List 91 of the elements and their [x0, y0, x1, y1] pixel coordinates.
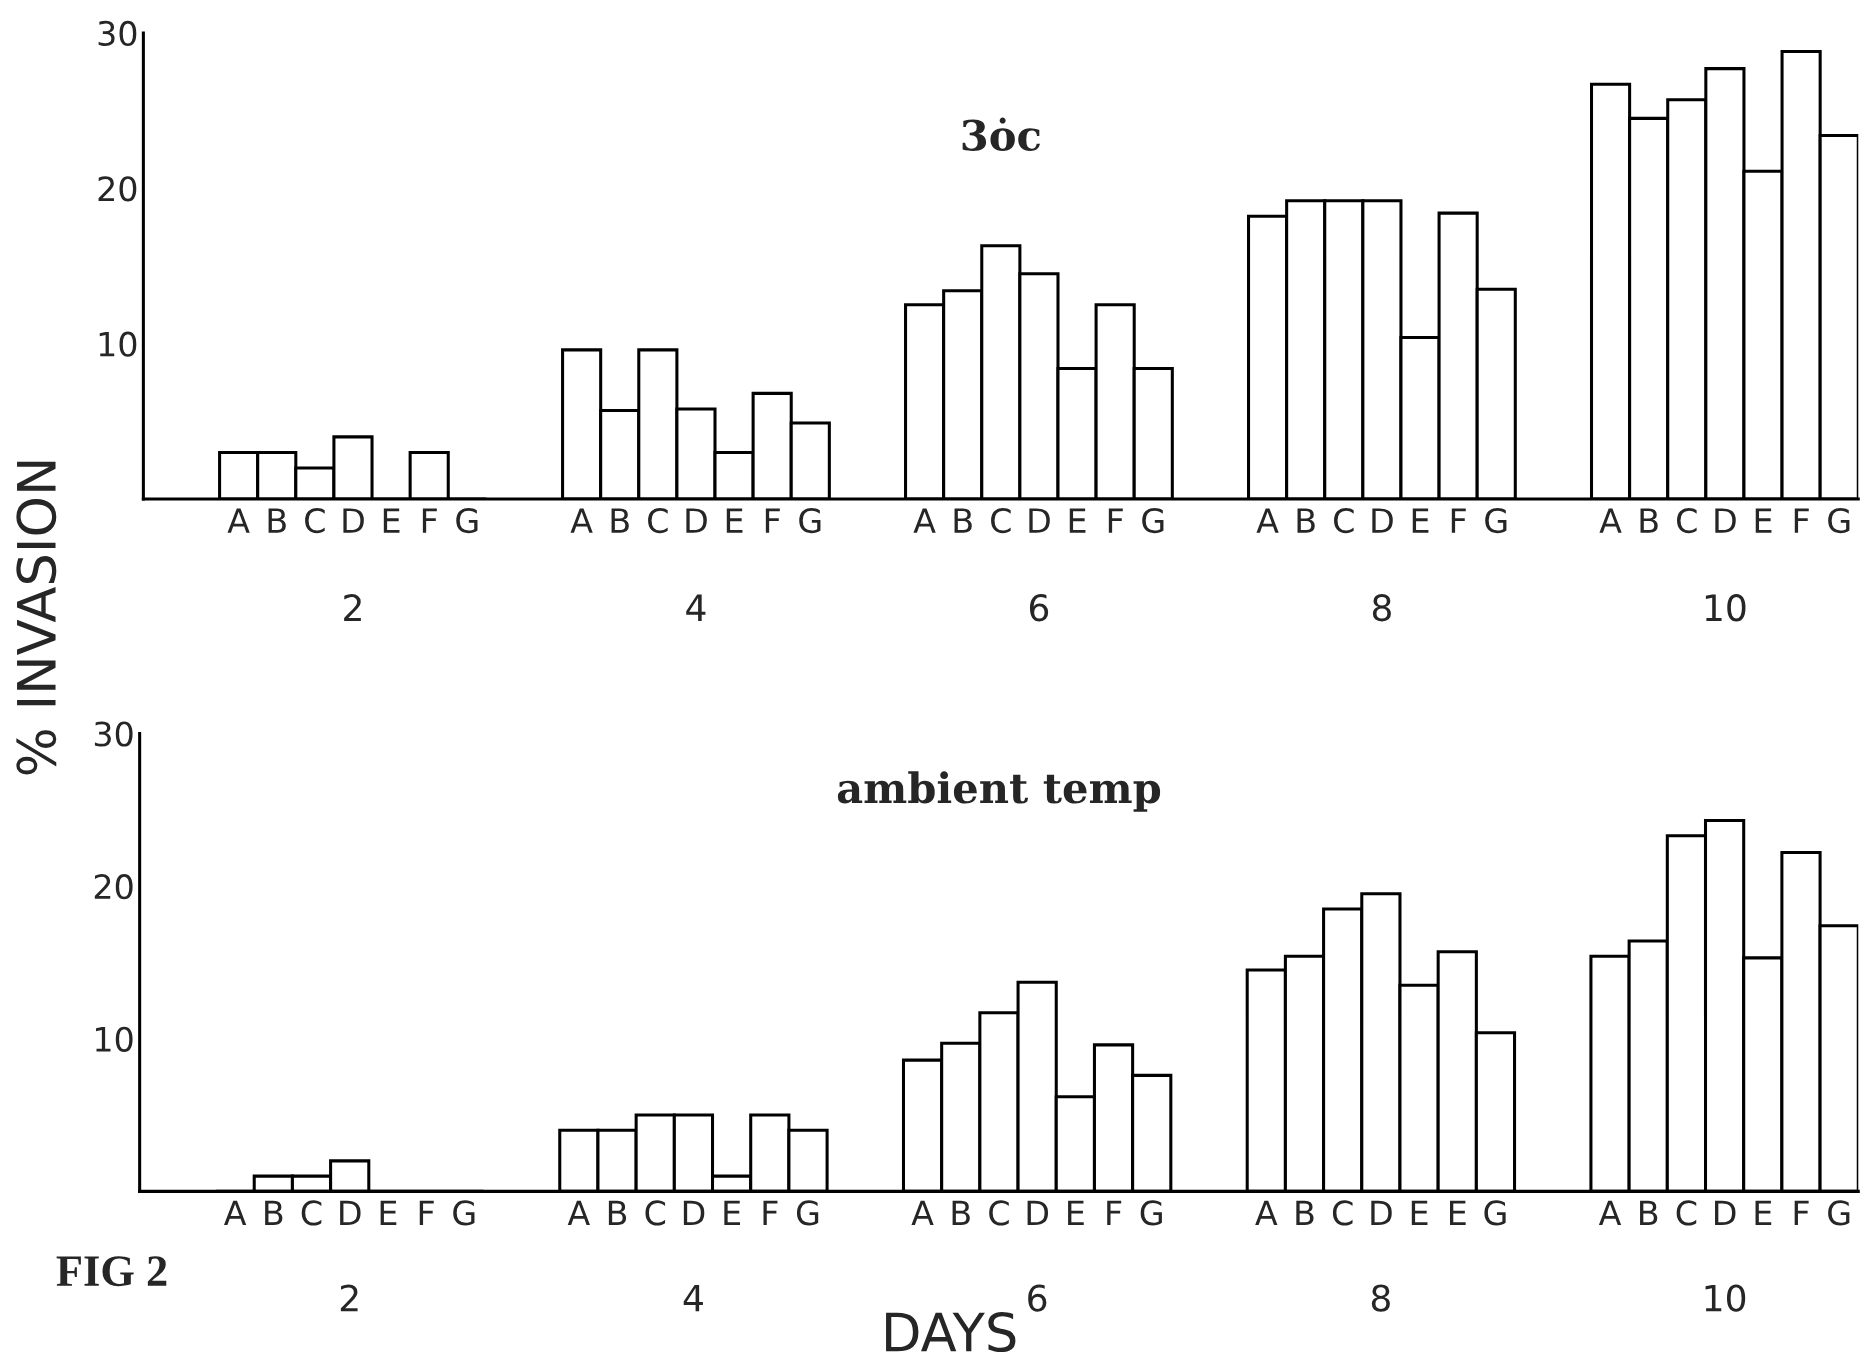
x-tick-label: G — [799, 507, 821, 534]
x-tick-label: D — [1715, 508, 1736, 533]
x-tick-label: E — [1755, 1200, 1772, 1226]
text: ambient temp — [837, 771, 1161, 812]
y-axis-title: % INVASION — [16, 461, 57, 775]
x-tick-label: B — [611, 508, 629, 533]
x-tick-label: B — [265, 1200, 283, 1226]
x-tick-label: F — [1451, 508, 1466, 533]
x-tick-label: D — [340, 1200, 361, 1226]
x-tick-label: B — [1297, 508, 1315, 533]
x-tick-label: D — [683, 1200, 705, 1226]
text: 2 — [340, 1284, 358, 1312]
x-tick-label: A — [227, 508, 250, 533]
x-tick-label: A — [570, 508, 593, 533]
x-tick-label: E — [1450, 1200, 1466, 1226]
y-tick-label: 30 — [94, 721, 133, 747]
text: 4 — [686, 594, 706, 621]
x-tick-label: E — [1411, 1200, 1428, 1226]
x-tick-label: F — [1107, 1200, 1122, 1226]
x-tick-label: B — [1296, 1200, 1314, 1226]
x-tick-label: A — [567, 1200, 590, 1226]
x-tick-label: C — [648, 507, 668, 534]
x-tick-label: C — [301, 1200, 322, 1226]
x-tick-label: C — [1676, 1200, 1697, 1226]
y-tick-label: 10 — [96, 1026, 133, 1052]
text: 10 — [1705, 594, 1746, 622]
x-tick-label: E — [380, 1200, 397, 1226]
x-tick-label: D — [1372, 508, 1393, 533]
x-tick-label: B — [1640, 1200, 1658, 1226]
x-tick-label: F — [763, 1200, 778, 1226]
x-tick-label: F — [1108, 508, 1123, 533]
x-tick-label: F — [765, 508, 780, 533]
text: 8 — [1371, 1284, 1390, 1312]
x-tick-label: G — [456, 507, 478, 534]
x-tick-label: C — [1677, 507, 1697, 534]
x-tick-label: D — [1371, 1200, 1392, 1226]
text: 4 — [683, 1284, 703, 1312]
x-tick-label: D — [1027, 1200, 1049, 1226]
text: 6 — [1029, 594, 1049, 622]
x-tick-label: E — [383, 508, 400, 533]
x-tick-label: B — [954, 508, 972, 533]
y-tick-label: 20 — [98, 176, 137, 202]
x-axis-title: DAYS — [886, 1312, 1016, 1353]
x-tick-label: B — [952, 1200, 970, 1226]
text: 6 — [1028, 1284, 1047, 1312]
x-tick-label: C — [989, 1200, 1009, 1226]
text: 2 — [344, 594, 361, 621]
x-tick-label: G — [1828, 507, 1850, 534]
x-tick-label: C — [305, 507, 325, 534]
x-tick-label: F — [1794, 1200, 1809, 1226]
x-tick-label: G — [1828, 1200, 1850, 1226]
x-tick-label: D — [343, 508, 364, 533]
x-tick-label: C — [1334, 507, 1354, 534]
x-tick-label: F — [1794, 508, 1809, 533]
x-tick-label: G — [796, 1200, 819, 1226]
x-tick-label: E — [1069, 508, 1086, 533]
text: 8 — [1372, 594, 1391, 622]
x-tick-label: B — [608, 1200, 627, 1226]
x-tick-label: E — [1755, 508, 1772, 533]
x-tick-label: C — [991, 507, 1011, 534]
x-tick-label: B — [268, 508, 286, 533]
x-tick-label: G — [1484, 1200, 1506, 1226]
x-tick-label: A — [1255, 1200, 1278, 1226]
x-tick-label: C — [1332, 1200, 1353, 1226]
x-tick-label: D — [1029, 508, 1050, 533]
x-tick-label: E — [726, 508, 743, 533]
x-tick-label: E — [1412, 508, 1429, 533]
x-tick-label: G — [1140, 1200, 1162, 1226]
x-tick-label: A — [1598, 1200, 1622, 1226]
x-tick-label: F — [419, 1200, 434, 1226]
x-tick-label: D — [686, 508, 707, 533]
y-tick-label: 20 — [94, 874, 133, 900]
x-tick-label: G — [453, 1200, 475, 1226]
x-tick-label: A — [1599, 508, 1622, 533]
x-tick-label: B — [1640, 508, 1658, 533]
x-tick-label: G — [1142, 507, 1164, 534]
x-tick-label: A — [1256, 508, 1279, 533]
x-tick-label: D — [1715, 1200, 1736, 1226]
x-tick-label: E — [724, 1200, 741, 1226]
text: 3ȯc — [962, 117, 1041, 152]
x-tick-label: A — [913, 508, 936, 533]
y-tick-label: 30 — [98, 20, 137, 47]
x-tick-label: A — [223, 1200, 247, 1226]
x-tick-label: A — [911, 1200, 934, 1226]
x-tick-label: E — [1068, 1200, 1084, 1226]
x-tick-label: G — [1485, 507, 1507, 534]
text: 10 — [1705, 1284, 1746, 1312]
y-tick-label: 10 — [99, 331, 137, 357]
x-tick-label: C — [645, 1200, 666, 1226]
caption: FIG 2 — [56, 1256, 167, 1287]
x-tick-label: F — [422, 508, 437, 533]
